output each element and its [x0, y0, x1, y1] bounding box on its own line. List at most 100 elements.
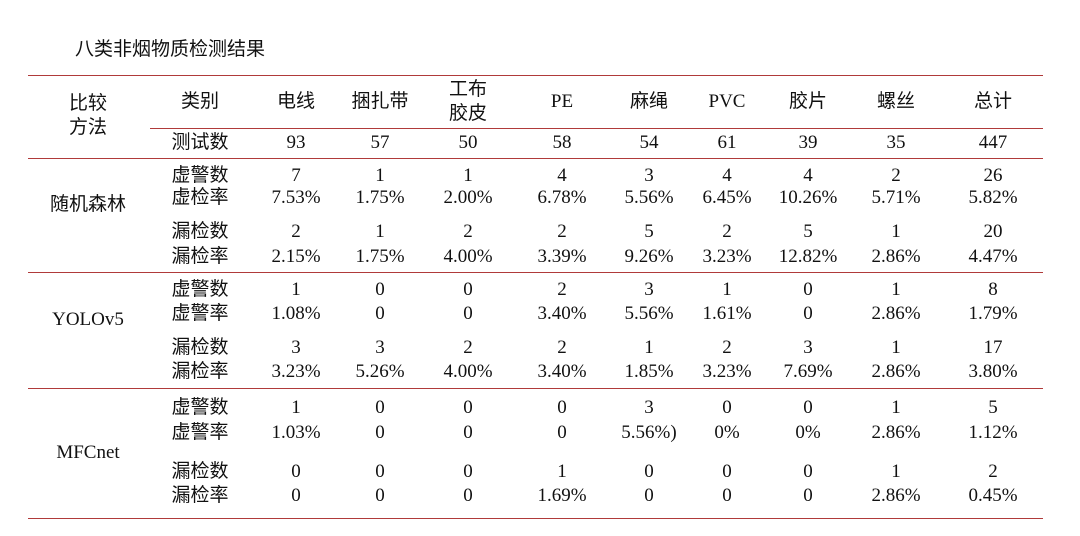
cell: 0	[375, 303, 385, 324]
cell: 1.75%	[355, 246, 405, 267]
cell: 5.56%)	[621, 422, 677, 443]
cell: 1.12%	[968, 422, 1018, 443]
cell: 1.03%	[271, 422, 321, 443]
cell: 2	[891, 165, 901, 186]
cell: 0	[291, 485, 301, 506]
cell: 0	[722, 461, 732, 482]
cell: 1	[644, 337, 654, 358]
cell: 2	[988, 461, 998, 482]
cell: 0	[803, 397, 813, 418]
cell: 0	[463, 461, 473, 482]
cell: 20	[983, 221, 1003, 242]
row-label: 漏检率	[171, 246, 229, 267]
cell: 1.61%	[702, 303, 752, 324]
cell: 1.79%	[968, 303, 1018, 324]
row-label: 测试数	[171, 132, 229, 153]
cell: 50	[458, 132, 478, 153]
cell: 5	[803, 221, 813, 242]
header-column: 捆扎带	[351, 91, 409, 112]
cell: 2	[463, 337, 473, 358]
cell: 0	[463, 303, 473, 324]
cell: 2.86%	[871, 303, 921, 324]
cell: 61	[717, 132, 737, 153]
cell: 5.82%	[968, 187, 1018, 208]
cell: 93	[286, 132, 306, 153]
cell: 1.08%	[271, 303, 321, 324]
cell: 3.40%	[537, 303, 587, 324]
cell: 0	[722, 485, 732, 506]
cell: 2.86%	[871, 246, 921, 267]
cell: 3	[291, 337, 301, 358]
cell: 4	[722, 165, 732, 186]
cell: 2	[722, 337, 732, 358]
cell: 1	[375, 165, 385, 186]
cell: 5.26%	[355, 361, 405, 382]
cell: 2	[291, 221, 301, 242]
cell: 2.86%	[871, 422, 921, 443]
cell: 0	[375, 485, 385, 506]
header-column: PVC	[708, 91, 746, 112]
cell: 3	[803, 337, 813, 358]
method-label: 随机森林	[49, 194, 127, 215]
cell: 0	[803, 461, 813, 482]
cell: 2	[722, 221, 732, 242]
cell: 0	[375, 422, 385, 443]
cell: 6.78%	[537, 187, 587, 208]
cell: 7.53%	[271, 187, 321, 208]
cell: 9.26%	[624, 246, 674, 267]
cell: 1	[722, 279, 732, 300]
header-column: 胶片	[788, 91, 828, 112]
cell: 1	[891, 337, 901, 358]
cell: 1	[463, 165, 473, 186]
cell: 447	[978, 132, 1008, 153]
cell: 39	[798, 132, 818, 153]
cell: 2	[463, 221, 473, 242]
cell: 1.85%	[624, 361, 674, 382]
cell: 3	[644, 165, 654, 186]
cell: 5.71%	[871, 187, 921, 208]
cell: 26	[983, 165, 1003, 186]
cell: 0	[375, 279, 385, 300]
cell: 2	[557, 279, 567, 300]
cell: 2	[557, 337, 567, 358]
rule	[28, 388, 1043, 389]
cell: 12.82%	[778, 246, 838, 267]
cell: 4.00%	[443, 246, 493, 267]
cell: 57	[370, 132, 390, 153]
rule	[28, 518, 1043, 519]
cell: 1.69%	[537, 485, 587, 506]
header-column: 工布 胶皮	[448, 79, 488, 124]
header-column: 总计	[973, 91, 1013, 112]
row-label: 漏检数	[171, 221, 229, 242]
cell: 1	[891, 461, 901, 482]
cell: 0	[557, 422, 567, 443]
method-label: YOLOv5	[52, 309, 124, 330]
cell: 58	[552, 132, 572, 153]
rule	[150, 128, 1043, 129]
cell: 2.86%	[871, 485, 921, 506]
cell: 2	[557, 221, 567, 242]
cell: 1.75%	[355, 187, 405, 208]
cell: 0%	[714, 422, 740, 443]
cell: 0	[463, 397, 473, 418]
header-column: PE	[550, 91, 574, 112]
row-label: 虚警数	[171, 397, 229, 418]
row-label: 虚警数	[171, 279, 229, 300]
cell: 0	[803, 485, 813, 506]
title: 八类非烟物质检测结果	[75, 38, 266, 60]
cell: 35	[886, 132, 906, 153]
cell: 3.23%	[271, 361, 321, 382]
cell: 7.69%	[783, 361, 833, 382]
cell: 0	[375, 397, 385, 418]
cell: 4.47%	[968, 246, 1018, 267]
cell: 0	[463, 422, 473, 443]
row-label: 虚警数	[171, 165, 229, 186]
cell: 2.00%	[443, 187, 493, 208]
cell: 1	[557, 461, 567, 482]
row-label: 漏检数	[171, 461, 229, 482]
cell: 3.39%	[537, 246, 587, 267]
cell: 1	[291, 279, 301, 300]
method-label: MFCnet	[56, 442, 120, 463]
row-label: 漏检率	[171, 361, 229, 382]
rule	[28, 75, 1043, 76]
